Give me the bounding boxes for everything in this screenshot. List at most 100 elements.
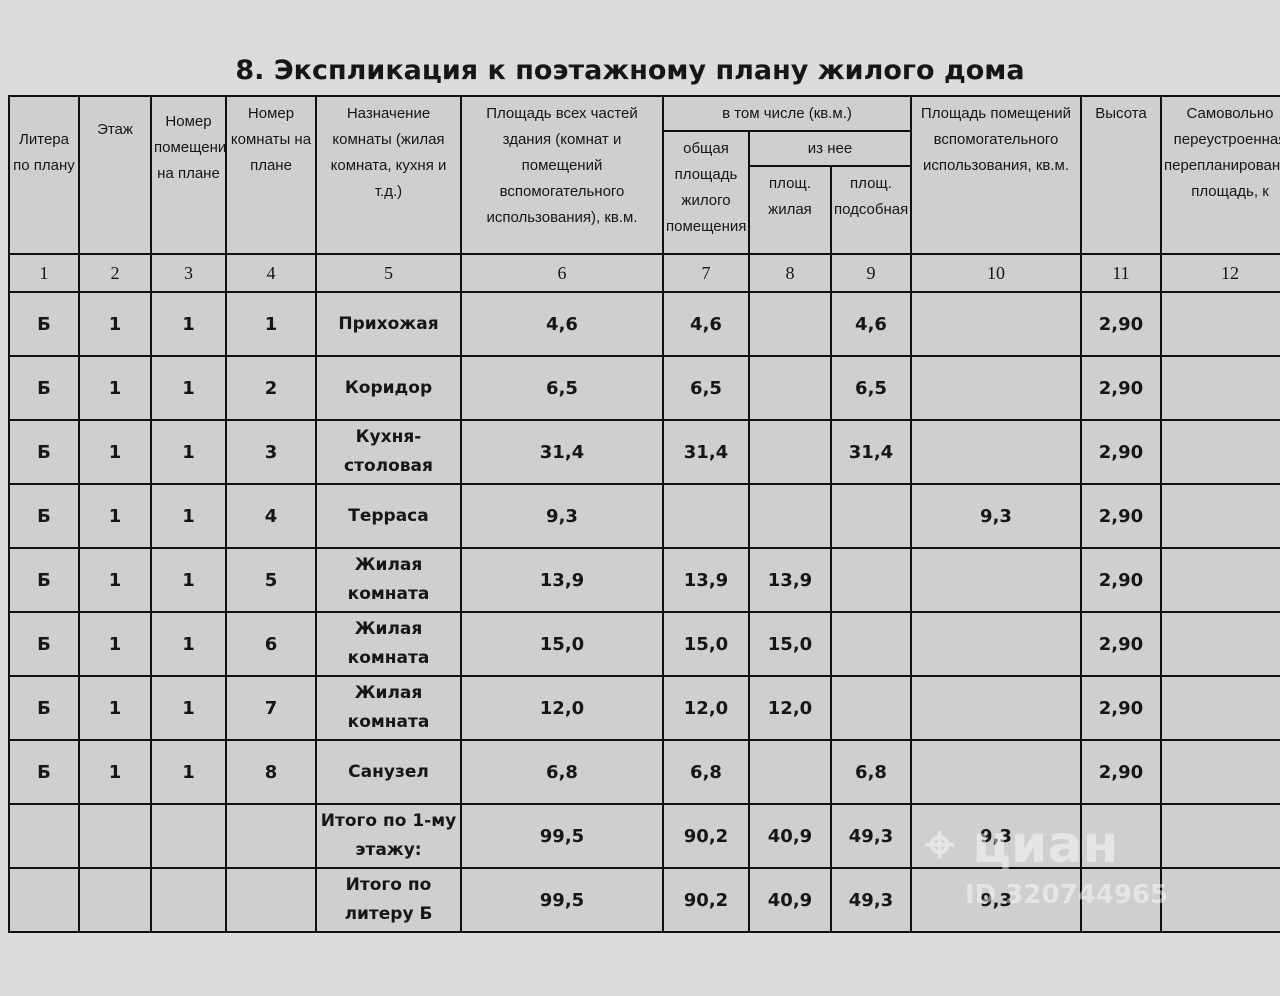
table-cell: 3 [225,419,317,485]
table-cell: 9,3 [910,867,1082,933]
header-floor: Этаж [78,95,152,255]
table-cell: 5 [225,547,317,613]
column-numbers-row: 1 2 3 4 5 6 7 8 9 10 11 12 [8,253,1280,293]
table-cell [1160,739,1280,805]
table-cell: 90,2 [662,867,750,933]
table-cell: 1 [150,291,227,357]
table-cell: 7 [225,675,317,741]
column-number: 9 [830,253,912,293]
table-cell: 1 [150,419,227,485]
table-cell: 1 [78,291,152,357]
document-title: 8. Экспликация к поэтажному плану жилого… [235,55,1025,86]
table-cell [748,739,832,805]
room-name-cell: Кухня-столовая [315,419,462,485]
table-cell [910,675,1082,741]
table-cell: 6,8 [460,739,664,805]
table-cell [910,355,1082,421]
table-cell [830,483,912,549]
table-cell [150,803,227,869]
table-row: Б 1 1 1 Прихожая 4,6 4,6 4,6 2,90 [8,291,1280,357]
table-cell [910,291,1082,357]
table-cell [910,739,1082,805]
table-cell: 9,3 [910,803,1082,869]
table-cell: Б [8,547,80,613]
table-cell: 1 [150,483,227,549]
table-cell: 2,90 [1080,419,1162,485]
table-cell: 1 [150,739,227,805]
room-name-cell: Итого по литеру Б [315,867,462,933]
table-cell [1160,419,1280,485]
room-name-cell: Жилая комната [315,675,462,741]
table-cell [910,547,1082,613]
room-name-cell: Итого по 1-му этажу: [315,803,462,869]
table-cell: 40,9 [748,867,832,933]
table-cell: 31,4 [830,419,912,485]
table-cell: 4,6 [460,291,664,357]
table-cell: 99,5 [460,867,664,933]
table-cell: 4,6 [662,291,750,357]
header-room-purpose: Назначение комнаты (жилая комната, кухня… [315,95,462,255]
table-cell [662,483,750,549]
table-cell: 1 [78,419,152,485]
header-utility-area: площ. подсобная [830,165,912,255]
header-living-premises-area: общая площадь жилого помещения [662,130,750,255]
table-cell [1160,291,1280,357]
room-name-cell: Коридор [315,355,462,421]
column-number: 11 [1080,253,1162,293]
table-cell: 1 [150,355,227,421]
table-cell [150,867,227,933]
room-name-cell: Санузел [315,739,462,805]
table-cell [1160,483,1280,549]
table-cell: 4,6 [830,291,912,357]
table-cell [1160,547,1280,613]
table-row: Б 1 1 6 Жилая комната 15,0 15,0 15,0 2,90 [8,611,1280,677]
table-cell [1160,675,1280,741]
table-cell [8,803,80,869]
table-cell: 2,90 [1080,611,1162,677]
total-row: Итого по 1-му этажу: 99,5 90,2 40,9 49,3 9,3 [8,803,1280,869]
header-including: в том числе (кв.м.) [662,95,912,132]
column-number: 2 [78,253,152,293]
table-cell: 1 [78,483,152,549]
table-cell: 4 [225,483,317,549]
room-name-cell: Прихожая [315,291,462,357]
table-cell: 6,5 [460,355,664,421]
table-cell: 99,5 [460,803,664,869]
header-room-number: Номер комнаты на плане [225,95,317,255]
column-number: 3 [150,253,227,293]
table-cell: 1 [78,739,152,805]
table-cell: 13,9 [748,547,832,613]
table-cell: 31,4 [460,419,664,485]
table-cell: 12,0 [748,675,832,741]
table-cell: 1 [150,547,227,613]
table-cell: 40,9 [748,803,832,869]
header-auxiliary-area: Площадь помещений вспомогательного испол… [910,95,1082,255]
table-cell: Б [8,675,80,741]
column-number: 8 [748,253,832,293]
table-row: Б 1 1 7 Жилая комната 12,0 12,0 12,0 2,90 [8,675,1280,741]
column-number: 7 [662,253,750,293]
room-name-cell: Жилая комната [315,611,462,677]
table-cell [1160,611,1280,677]
table-cell [910,419,1082,485]
column-number: 6 [460,253,664,293]
table-cell [1160,355,1280,421]
table-cell: 6 [225,611,317,677]
table-cell [1160,867,1280,933]
table-row: Б 1 1 3 Кухня-столовая 31,4 31,4 31,4 2,90 [8,419,1280,485]
table-cell: 49,3 [830,803,912,869]
table-cell [78,867,152,933]
table-cell [1080,867,1162,933]
table-cell: 31,4 [662,419,750,485]
table-cell: 2,90 [1080,675,1162,741]
table-cell: 2,90 [1080,547,1162,613]
table-cell [1160,803,1280,869]
table-cell: 1 [78,611,152,677]
table-cell: 8 [225,739,317,805]
table-row: Б 1 1 4 Терраса 9,3 9,3 2,90 [8,483,1280,549]
header-living-area: площ. жилая [748,165,832,255]
table-cell: 12,0 [460,675,664,741]
table-cell: 2 [225,355,317,421]
table-cell: 15,0 [662,611,750,677]
table-cell: Б [8,291,80,357]
